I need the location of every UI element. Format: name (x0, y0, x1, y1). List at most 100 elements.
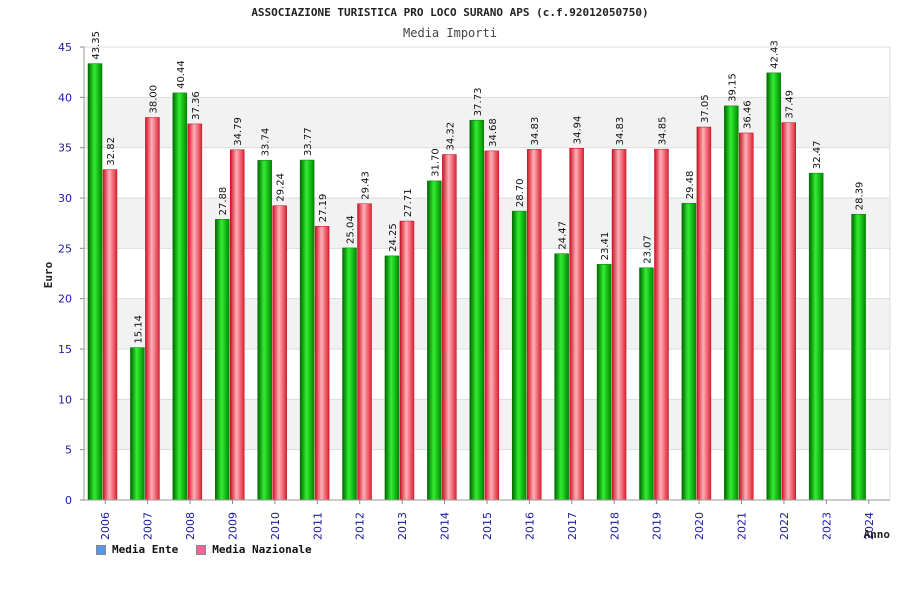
data-label: 34.79 (233, 117, 244, 146)
x-tick-label: 2021 (736, 512, 749, 540)
data-label: 37.73 (473, 88, 484, 117)
data-label: 34.68 (488, 118, 499, 147)
bar-media-nazionale (399, 220, 415, 501)
x-tick-label: 2007 (142, 512, 155, 540)
bar-media-nazionale (272, 205, 287, 501)
bar-media-nazionale (526, 149, 542, 501)
legend-item-nazionale: Media Nazionale (196, 543, 312, 556)
bar-media-nazionale (102, 169, 118, 501)
bar-media-nazionale (314, 226, 330, 501)
y-axis-label: Euro (42, 261, 55, 288)
y-tick-label: 45 (58, 41, 72, 54)
data-label: 33.74 (261, 128, 272, 157)
y-tick-label: 0 (65, 494, 72, 507)
bar-media-ente (554, 253, 569, 501)
bar-media-ente (427, 180, 442, 501)
chart-subtitle: Media Importi (403, 26, 497, 40)
x-tick-label: 2013 (396, 512, 409, 540)
x-tick-label: 2009 (226, 512, 239, 540)
bar-media-ente (681, 202, 697, 501)
bar-media-nazionale (357, 203, 372, 501)
bar-media-ente (469, 119, 485, 501)
bar-media-ente (215, 219, 230, 501)
bar-media-nazionale (230, 149, 245, 501)
data-label: 33.77 (303, 127, 314, 156)
data-label: 32.47 (812, 140, 823, 169)
legend-item-ente: Media Ente (96, 543, 178, 556)
data-label: 34.83 (530, 117, 541, 146)
legend-label-nazionale: Media Nazionale (212, 543, 312, 556)
legend-swatch-nazionale (196, 544, 207, 555)
x-tick-label: 2012 (354, 512, 367, 540)
bar-media-ente (596, 264, 612, 501)
y-axis: 0 5 10 15 20 25 30 35 40 45 (58, 41, 891, 507)
bar-media-nazionale (442, 154, 457, 501)
bar-media-ente (724, 105, 739, 501)
x-tick-label: 2006 (99, 512, 112, 540)
bar-media-nazionale (654, 148, 669, 501)
legend: Media Ente Media Nazionale (96, 543, 312, 556)
x-axis: 2006 2007 2008 2009 2010 2011 2012 2013 2014 2015… (84, 499, 890, 540)
bar-media-nazionale (569, 148, 584, 501)
data-label: 27.71 (403, 188, 414, 217)
data-label: 42.43 (770, 40, 781, 69)
y-tick-label: 35 (58, 142, 72, 155)
data-label: 43.35 (91, 31, 102, 60)
data-label: 37.05 (700, 94, 711, 123)
data-label: 32.82 (106, 137, 117, 166)
bars: 43.35 32.82 15.14 38.00 40.44 37.36 27.88 34.79… (87, 31, 866, 501)
bar-media-ente (808, 172, 824, 501)
x-tick-label: 2008 (184, 512, 197, 540)
data-label: 34.94 (573, 116, 584, 145)
y-tick-label: 40 (58, 91, 72, 104)
data-label: 29.24 (276, 173, 287, 202)
data-label: 39.15 (727, 73, 738, 102)
plot-band (84, 97, 890, 148)
x-tick-label: 2023 (820, 512, 833, 540)
x-tick-label: 2014 (439, 512, 452, 540)
bar-media-ente (639, 267, 654, 501)
bar-media-ente (851, 213, 866, 501)
bar-media-ente (257, 160, 272, 501)
data-label: 34.83 (615, 117, 626, 146)
x-tick-label: 2019 (651, 512, 664, 540)
bar-media-nazionale (739, 132, 754, 501)
bar-media-ente (766, 72, 781, 501)
bar-media-ente (172, 92, 188, 501)
x-tick-label: 2011 (311, 512, 324, 540)
data-label: 24.47 (558, 221, 569, 250)
data-label: 23.41 (600, 232, 611, 261)
y-tick-label: 5 (65, 444, 72, 457)
x-axis-label: Anno (864, 528, 891, 541)
y-tick-label: 15 (58, 343, 72, 356)
x-tick-label: 2018 (608, 512, 621, 540)
legend-label-ente: Media Ente (112, 543, 179, 556)
data-label: 38.00 (148, 85, 159, 114)
data-label: 28.39 (855, 182, 866, 211)
data-label: 40.44 (176, 60, 187, 89)
bar-media-nazionale (145, 117, 160, 501)
bar-media-ente (342, 247, 357, 501)
x-tick-label: 2022 (778, 512, 791, 540)
data-label: 25.04 (346, 215, 357, 244)
data-label: 37.36 (191, 91, 202, 120)
legend-swatch-ente (96, 544, 106, 555)
data-label: 27.19 (318, 194, 329, 223)
data-label: 29.43 (361, 171, 372, 200)
bar-media-nazionale (611, 149, 627, 501)
bar-media-ente (384, 255, 400, 501)
x-tick-label: 2016 (523, 512, 536, 540)
y-tick-label: 30 (58, 192, 72, 205)
bar-media-ente (130, 347, 145, 501)
bar-media-nazionale (696, 126, 712, 501)
bar-media-ente (511, 210, 527, 501)
bar-media-nazionale (781, 122, 796, 501)
data-label: 29.48 (685, 171, 696, 200)
plot-band (84, 47, 890, 98)
data-label: 34.32 (445, 122, 456, 151)
x-tick-label: 2017 (566, 512, 579, 540)
bar-media-nazionale (484, 150, 500, 501)
bar-media-ente (299, 159, 315, 501)
x-tick-label: 2020 (693, 512, 706, 540)
